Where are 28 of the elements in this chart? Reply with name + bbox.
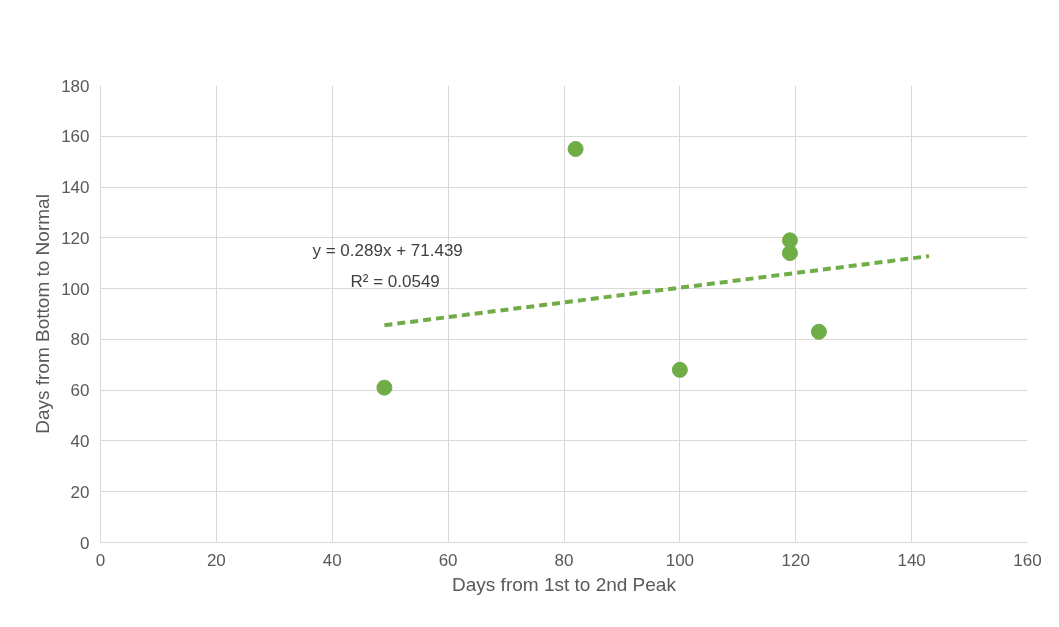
point: [567, 140, 584, 157]
y-tick-label: 60: [70, 381, 90, 401]
x-tick-label: 120: [781, 550, 810, 570]
y-tick-label: 40: [70, 431, 90, 451]
x-axis-title: Days from 1st to 2nd Peak: [452, 573, 677, 595]
y-tick-label: 0: [80, 533, 90, 553]
x-tick-label: 140: [897, 550, 926, 570]
x-tick-label: 100: [665, 550, 695, 570]
x-tick-label: 20: [206, 550, 226, 570]
x-tick-label: 0: [95, 550, 106, 570]
y-axis-title: Days from Bottom to Normal: [32, 194, 54, 434]
y-tick-label: 160: [61, 127, 90, 147]
x-tick-label: 80: [554, 550, 574, 570]
point: [671, 361, 688, 378]
y-tick-label: 140: [61, 178, 90, 198]
annotation: R² = 0.0549: [350, 272, 440, 291]
x-tick-label: 60: [438, 550, 458, 570]
y-tick-label: 80: [70, 330, 90, 350]
y-tick-label: 100: [61, 279, 90, 299]
point: [781, 245, 798, 262]
y-tick-label: 180: [61, 76, 90, 96]
y-tick-label: 20: [70, 482, 90, 502]
x-tick-label: 40: [322, 550, 342, 570]
point: [376, 379, 393, 396]
x-tick-label: 160: [1013, 550, 1042, 570]
y-tick-label: 120: [61, 228, 90, 248]
annotation: y = 0.289x + 71.439: [312, 241, 463, 260]
point: [810, 323, 827, 340]
